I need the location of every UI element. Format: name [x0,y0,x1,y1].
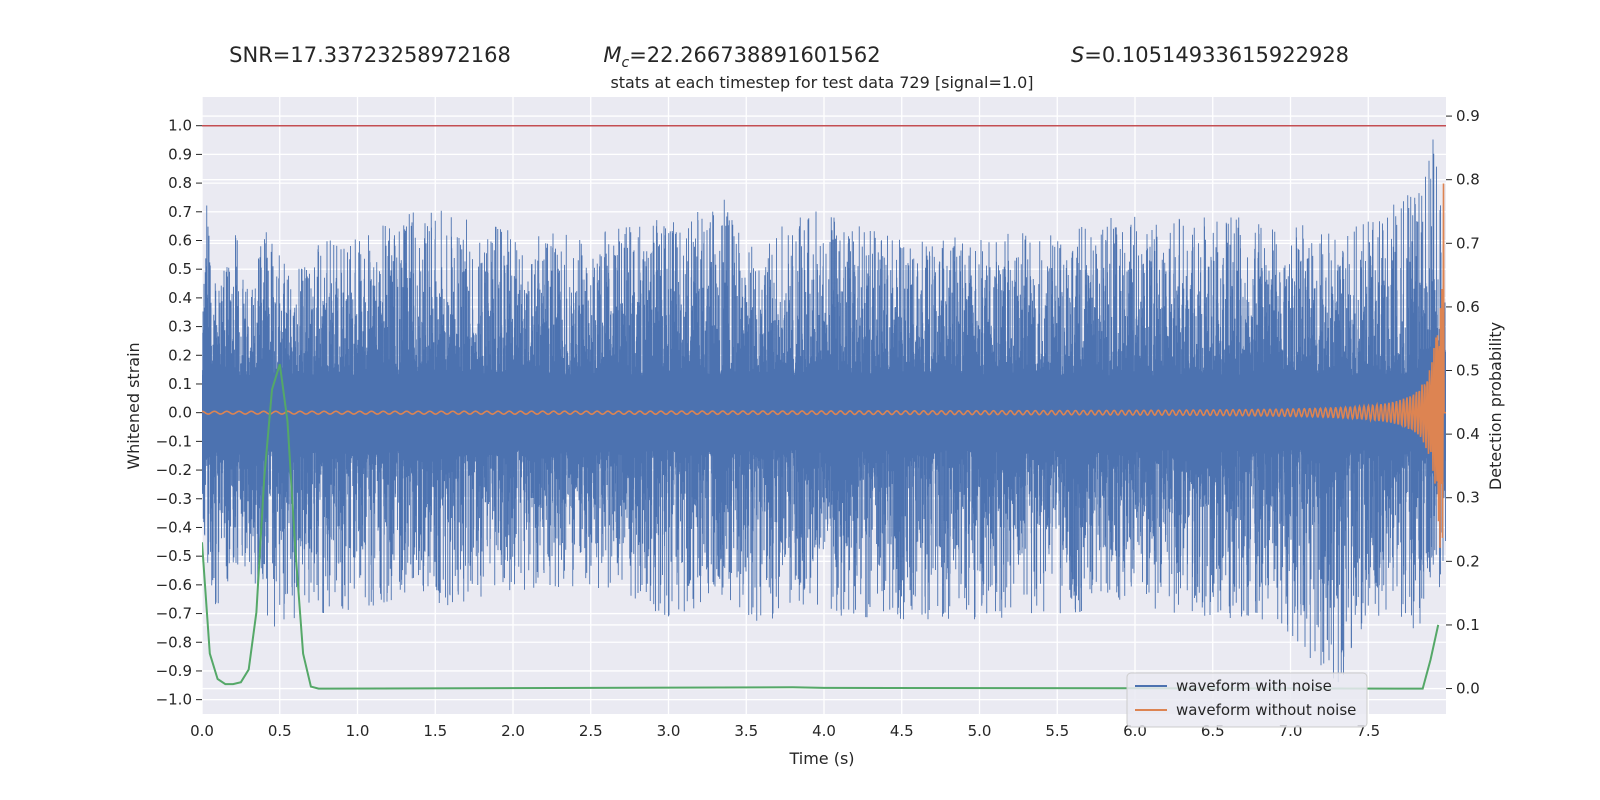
y-tick-label: −0.5 [156,547,192,565]
x-tick-label: 0.0 [190,722,214,740]
y2-tick-label: 0.5 [1456,362,1480,380]
y-tick-label: 0.0 [168,404,192,422]
spin-stat: S=0.10514933615922928 [1071,43,1349,67]
series-layer [202,124,1446,690]
spin-symbol: S [1071,43,1084,67]
y2-axis-label: Detection probability [1486,322,1505,490]
y2-tick-label: 0.2 [1456,552,1480,570]
y-tick-label: −0.7 [156,605,192,623]
chirp-mass-symbol: M [603,43,621,67]
y-tick-label: −1.0 [156,691,192,709]
x-tick-label: 2.0 [501,722,525,740]
chirp-mass-stat: Mc=22.266738891601562 [603,43,880,71]
x-tick-label: 1.5 [423,722,447,740]
series-detection-probability [202,363,1440,690]
x-tick-label: 5.0 [968,722,992,740]
x-tick-label: 5.5 [1045,722,1069,740]
y-tick-label: 0.1 [168,375,192,393]
y2-tick-label: 0.4 [1456,425,1480,443]
chirp-mass-value: =22.266738891601562 [629,43,880,67]
y2-tick-label: 0.0 [1456,680,1480,698]
chart-title: stats at each timestep for test data 729… [610,73,1033,92]
y-tick-label: 0.2 [168,346,192,364]
legend-label-noisy: waveform with noise [1176,677,1332,695]
legend: waveform with noise waveform without noi… [1126,672,1368,728]
y-tick-label: 0.8 [168,174,192,192]
x-tick-label: 1.0 [346,722,370,740]
y-tick-label: 1.0 [168,117,192,135]
legend-box [1126,672,1368,728]
x-tick-label: 3.5 [734,722,758,740]
chirp-mass-subscript: c [622,55,630,71]
x-tick-label: 4.0 [812,722,836,740]
spin-value: =0.10514933615922928 [1084,43,1349,67]
y-tick-label: 0.6 [168,231,192,249]
y2-tick-label: 0.9 [1456,107,1480,125]
y-tick-label: −0.2 [156,461,192,479]
axes-layer: 0.0 0.5 1.0 1.5 2.0 2.5 3.0 3.5 4.0 4.5 5.0 5.5 6.0 6… [156,107,1480,740]
y-tick-label: −0.4 [156,518,192,536]
y-tick-label: −0.9 [156,662,192,680]
x-tick-label: 0.5 [268,722,292,740]
y-tick-label: 0.3 [168,318,192,336]
y-tick-label: 0.7 [168,203,192,221]
series-waveform-with-noise [202,139,1446,683]
y-tick-label: −0.6 [156,576,192,594]
series-waveform-without-noise [202,183,1446,548]
y2-tick-label: 0.3 [1456,489,1480,507]
snr-stat: SNR=17.33723258972168 [229,43,511,67]
x-axis-label: Time (s) [788,749,854,768]
x-tick-label: 2.5 [579,722,603,740]
y2-tick-label: 0.7 [1456,234,1480,252]
y-tick-label: 0.9 [168,145,192,163]
x-tick-label: 3.0 [657,722,681,740]
y-tick-label: 0.4 [168,289,192,307]
legend-label-clean: waveform without noise [1176,701,1356,719]
y-axis-label: Whitened strain [124,342,143,469]
y-tick-label: −0.8 [156,633,192,651]
y2-tick-label: 0.1 [1456,616,1480,634]
y-tick-label: 0.5 [168,260,192,278]
y2-tick-label: 0.8 [1456,171,1480,189]
y2-tick-label: 0.6 [1456,298,1480,316]
y-tick-label: −0.1 [156,432,192,450]
x-tick-label: 4.5 [890,722,914,740]
y-tick-label: −0.3 [156,490,192,508]
